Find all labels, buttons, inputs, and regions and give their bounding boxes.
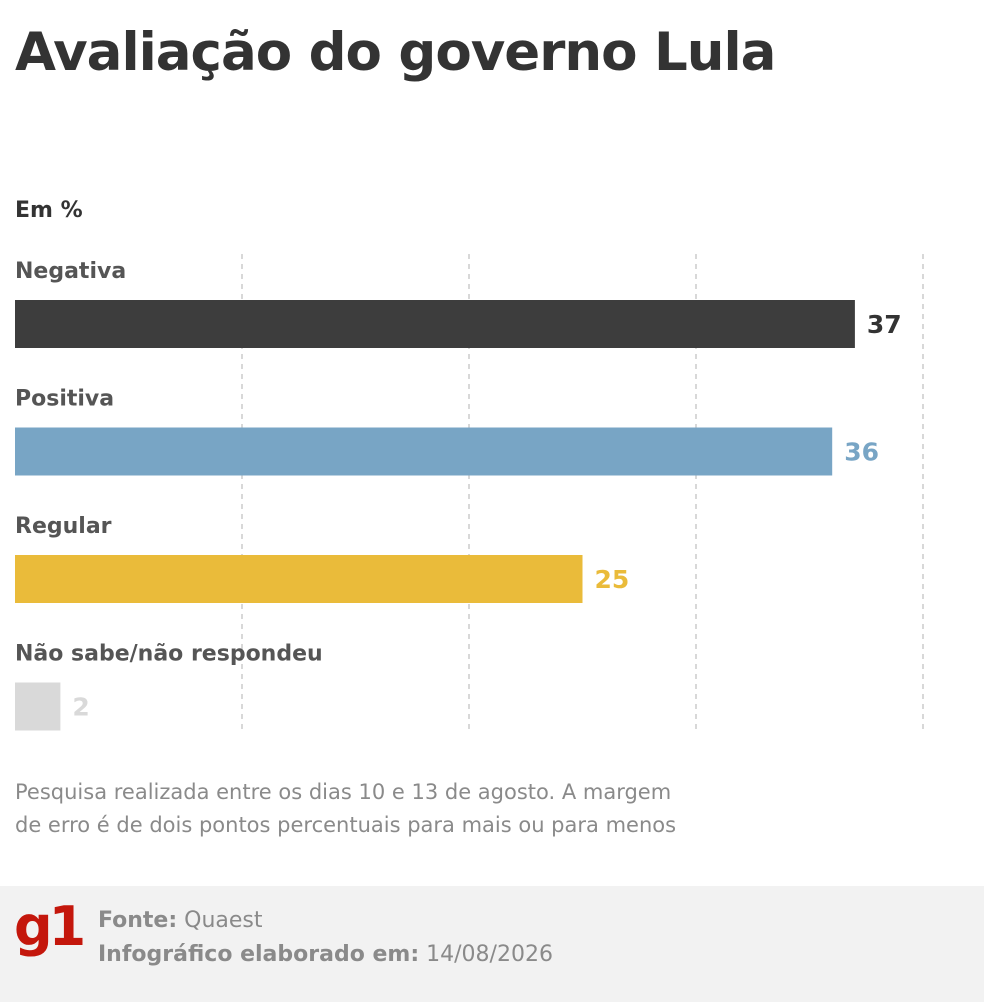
source-label: Fonte: xyxy=(98,908,178,933)
source-value: Quaest xyxy=(184,908,263,933)
value-label: 37 xyxy=(867,310,902,339)
category-label: Positiva xyxy=(15,387,114,412)
value-label: 25 xyxy=(595,565,630,594)
chart-title: Avaliação do governo Lula xyxy=(15,22,776,83)
category-label: Não sabe/não respondeu xyxy=(15,642,323,667)
bar xyxy=(15,682,61,731)
unit-label: Em % xyxy=(15,198,83,223)
value-label: 36 xyxy=(844,438,879,467)
made-label: Infográfico elaborado em: xyxy=(98,942,420,967)
made-line: Infográfico elaborado em: 14/08/2026 xyxy=(98,938,553,972)
note-line-2: de erro é de dois pontos percentuais par… xyxy=(15,813,677,837)
bar xyxy=(15,300,855,348)
g1-logo: g1 xyxy=(14,895,86,958)
made-value: 14/08/2026 xyxy=(426,942,553,967)
category-label: Regular xyxy=(15,514,112,539)
category-label: Negativa xyxy=(15,259,126,284)
footer: g1 Fonte: Quaest Infográfico elaborado e… xyxy=(0,886,984,1002)
methodology-note: Pesquisa realizada entre os dias 10 e 13… xyxy=(15,776,815,842)
note-line-1: Pesquisa realizada entre os dias 10 e 13… xyxy=(15,780,672,804)
source-block: Fonte: Quaest Infográfico elaborado em: … xyxy=(98,904,553,972)
bar xyxy=(15,427,833,476)
bar xyxy=(15,555,583,603)
bar-chart: Negativa 37 Positiva 36 Regular 25 Não sabe/nã… xyxy=(15,254,924,731)
source-line: Fonte: Quaest xyxy=(98,904,553,938)
value-label: 2 xyxy=(72,693,89,722)
